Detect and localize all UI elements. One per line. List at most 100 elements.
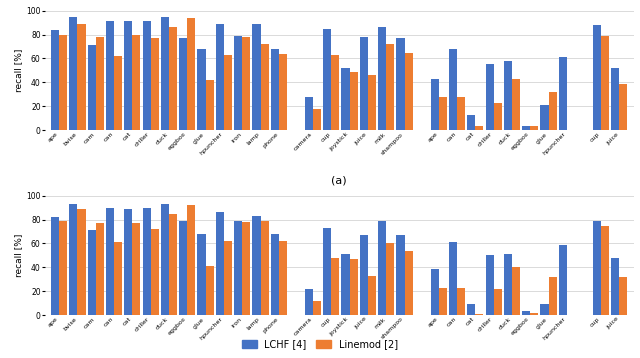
Bar xyxy=(234,221,243,315)
Bar xyxy=(349,72,358,130)
Bar xyxy=(368,276,376,315)
Bar xyxy=(548,277,557,315)
Bar xyxy=(378,221,387,315)
Bar xyxy=(601,226,609,315)
Bar xyxy=(279,54,287,130)
Bar xyxy=(188,205,195,315)
Bar xyxy=(360,235,368,315)
Bar xyxy=(313,301,321,315)
Bar xyxy=(69,204,77,315)
Bar xyxy=(198,234,205,315)
Bar xyxy=(493,103,502,130)
Bar xyxy=(476,126,483,130)
Y-axis label: recall [%]: recall [%] xyxy=(14,49,23,92)
Bar xyxy=(504,254,512,315)
Bar xyxy=(260,44,269,130)
Bar xyxy=(243,222,250,315)
Bar xyxy=(305,97,313,130)
Bar xyxy=(332,258,339,315)
Bar xyxy=(457,287,465,315)
Bar xyxy=(179,221,188,315)
Bar xyxy=(88,45,96,130)
Bar xyxy=(96,37,104,130)
Bar xyxy=(69,17,77,130)
Bar xyxy=(457,97,465,130)
Bar xyxy=(540,105,548,130)
Bar xyxy=(216,24,224,130)
Bar xyxy=(51,217,59,315)
Bar xyxy=(512,79,520,130)
Bar xyxy=(279,241,287,315)
Bar xyxy=(438,287,447,315)
Bar xyxy=(404,251,413,315)
Bar xyxy=(150,38,159,130)
Bar xyxy=(205,266,214,315)
Bar xyxy=(323,228,332,315)
Bar xyxy=(449,49,457,130)
Bar xyxy=(476,314,483,315)
Bar xyxy=(611,68,620,130)
Bar xyxy=(143,21,150,130)
Bar xyxy=(396,235,404,315)
Bar xyxy=(169,214,177,315)
Bar xyxy=(593,221,601,315)
Bar xyxy=(106,21,114,130)
Bar xyxy=(124,21,132,130)
Bar xyxy=(620,83,627,130)
Bar xyxy=(332,55,339,130)
Bar xyxy=(342,68,349,130)
Bar xyxy=(438,97,447,130)
Bar xyxy=(77,24,86,130)
Bar xyxy=(161,17,169,130)
Bar xyxy=(431,268,438,315)
Bar xyxy=(559,245,567,315)
Bar xyxy=(522,311,531,315)
Bar xyxy=(271,49,279,130)
Bar xyxy=(96,223,104,315)
Bar xyxy=(522,126,531,130)
Bar xyxy=(368,75,376,130)
Bar xyxy=(132,35,140,130)
Bar xyxy=(252,24,260,130)
Bar xyxy=(611,258,620,315)
Bar xyxy=(504,61,512,130)
Bar xyxy=(620,277,627,315)
Bar xyxy=(548,92,557,130)
Bar xyxy=(114,56,122,130)
Bar xyxy=(198,49,205,130)
Bar xyxy=(124,209,132,315)
Bar xyxy=(531,126,538,130)
Bar xyxy=(342,254,349,315)
Bar xyxy=(106,208,114,315)
Bar xyxy=(243,37,250,130)
Bar xyxy=(59,221,67,315)
Bar xyxy=(349,259,358,315)
Bar xyxy=(205,80,214,130)
Bar xyxy=(169,28,177,130)
Legend: LCHF [4], Linemod [2]: LCHF [4], Linemod [2] xyxy=(238,335,402,353)
Bar xyxy=(593,25,601,130)
Bar xyxy=(559,57,567,130)
Bar xyxy=(179,38,188,130)
Bar xyxy=(260,221,269,315)
Bar xyxy=(540,304,548,315)
Bar xyxy=(271,234,279,315)
Bar xyxy=(467,115,476,130)
Bar xyxy=(486,255,493,315)
Bar xyxy=(404,53,413,130)
Bar xyxy=(114,242,122,315)
Bar xyxy=(252,216,260,315)
Bar xyxy=(234,36,243,130)
Bar xyxy=(601,36,609,130)
Bar xyxy=(323,29,332,130)
Bar xyxy=(396,38,404,130)
Bar xyxy=(143,208,150,315)
Bar xyxy=(378,28,387,130)
Bar xyxy=(150,229,159,315)
Bar xyxy=(531,313,538,315)
Text: (a): (a) xyxy=(332,175,347,185)
Bar xyxy=(216,212,224,315)
Bar xyxy=(59,35,67,130)
Bar xyxy=(188,18,195,130)
Bar xyxy=(305,289,313,315)
